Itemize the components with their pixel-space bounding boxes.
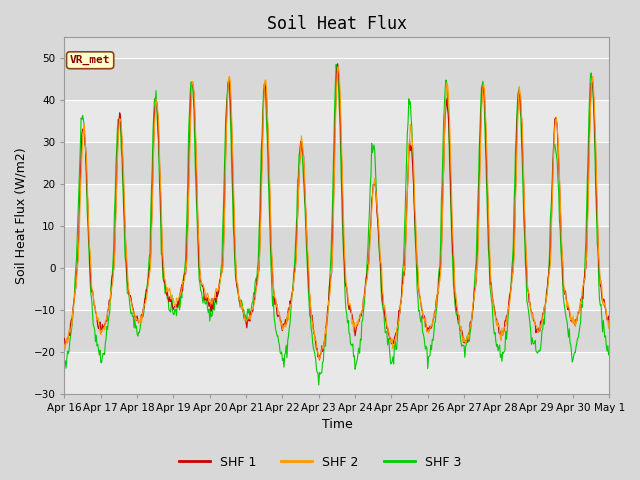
Bar <box>65 142 609 184</box>
Bar <box>65 268 609 310</box>
Bar <box>65 352 609 394</box>
Bar <box>65 100 609 142</box>
Bar <box>65 310 609 352</box>
Bar <box>65 184 609 226</box>
Bar <box>65 58 609 100</box>
Y-axis label: Soil Heat Flux (W/m2): Soil Heat Flux (W/m2) <box>15 147 28 284</box>
Text: VR_met: VR_met <box>70 55 111 65</box>
Legend: SHF 1, SHF 2, SHF 3: SHF 1, SHF 2, SHF 3 <box>173 451 467 474</box>
Bar <box>65 226 609 268</box>
X-axis label: Time: Time <box>321 419 352 432</box>
Title: Soil Heat Flux: Soil Heat Flux <box>267 15 407 33</box>
